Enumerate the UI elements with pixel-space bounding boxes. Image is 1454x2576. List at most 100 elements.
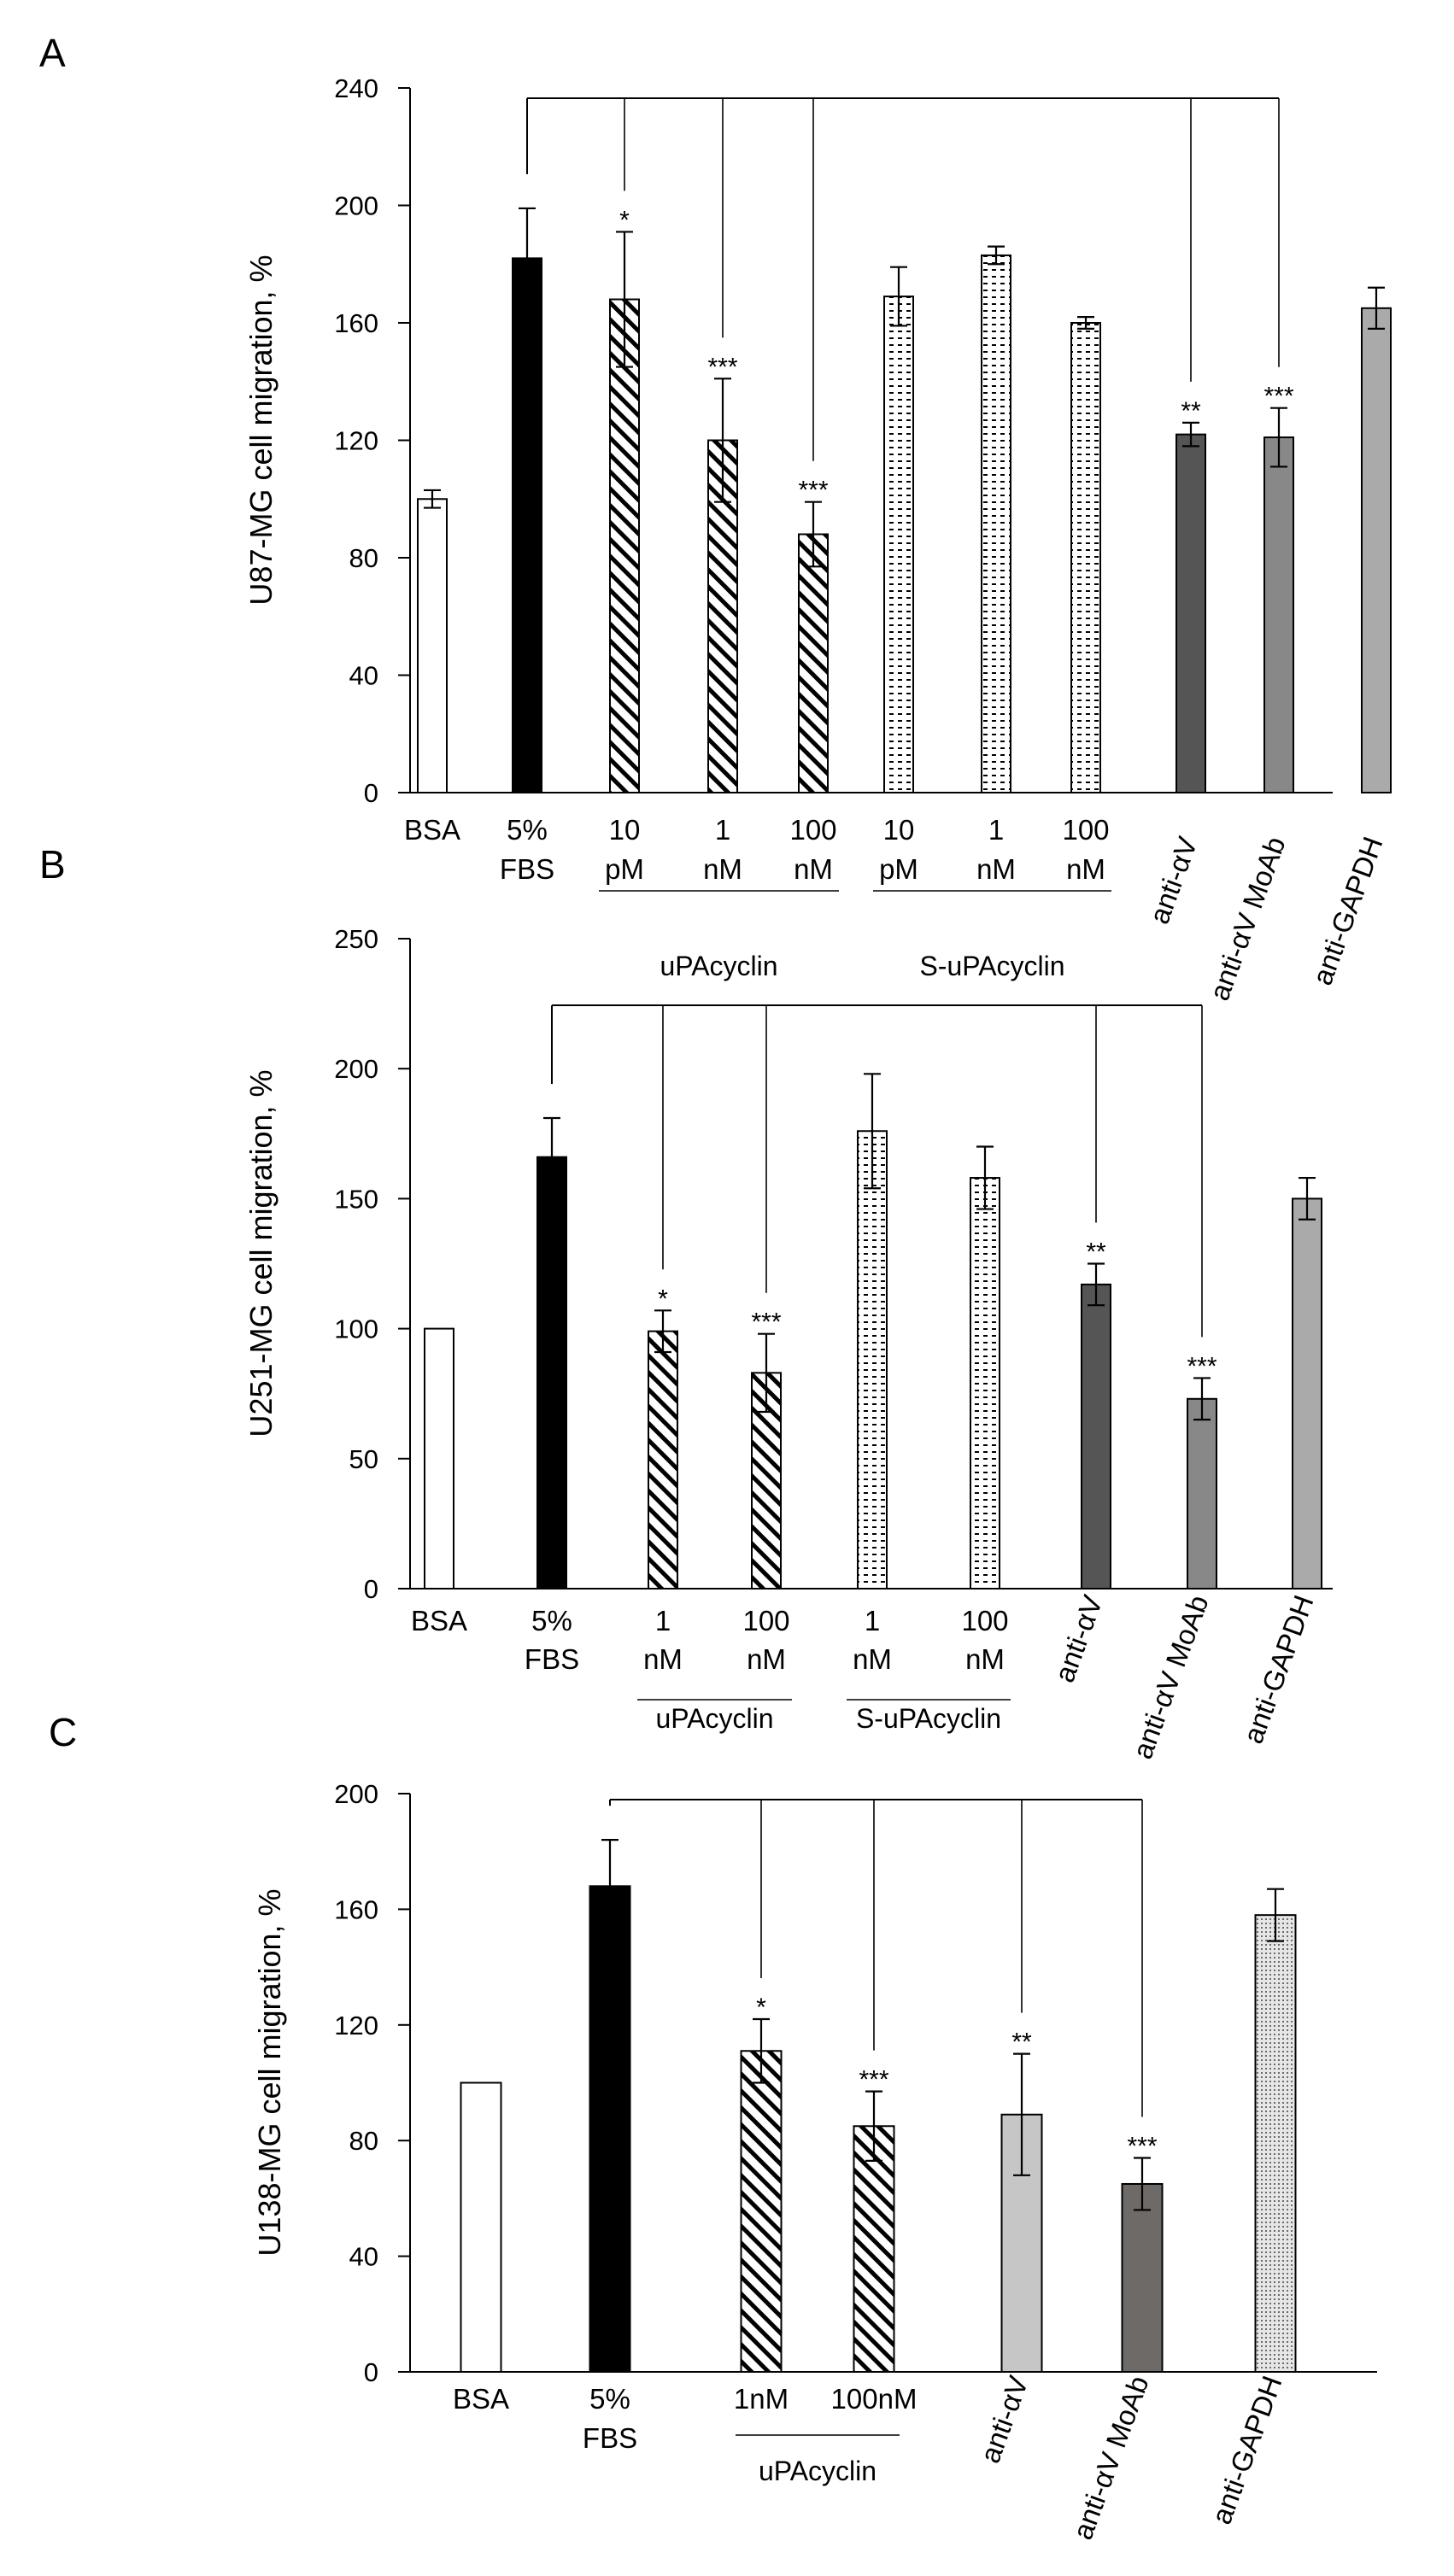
- group-label: uPAcyclin: [655, 1703, 773, 1734]
- y-tick-label: 120: [334, 2011, 378, 2040]
- y-axis-label: U138-MG cell migration, %: [252, 1888, 287, 2256]
- y-tick-label: 0: [364, 778, 378, 808]
- bar: [740, 2050, 783, 2373]
- category-label: nM: [747, 1643, 786, 1675]
- significance-mark: *: [756, 1993, 766, 2022]
- bar: [1263, 436, 1294, 793]
- y-tick-label: 160: [334, 308, 378, 338]
- bar: [424, 1327, 454, 1590]
- category-label: FBS: [583, 2422, 637, 2454]
- bar: [1254, 1914, 1297, 2373]
- y-tick-label: 100: [334, 1314, 378, 1344]
- category-label: 1: [865, 1605, 880, 1636]
- bar: [1121, 2182, 1164, 2374]
- category-label: pM: [605, 853, 644, 885]
- y-tick-label: 50: [349, 1444, 378, 1474]
- category-label: pM: [879, 853, 918, 885]
- category-label: 100: [961, 1605, 1008, 1636]
- significance-mark: *: [658, 1285, 668, 1313]
- panel-letter: A: [39, 31, 66, 75]
- bar: [589, 1885, 631, 2374]
- significance-mark: *: [619, 206, 630, 234]
- bar: [1081, 1283, 1111, 1590]
- significance-mark: ***: [1263, 383, 1293, 411]
- category-label: nM: [703, 853, 742, 885]
- significance-mark: **: [1086, 1238, 1106, 1267]
- category-label: 1: [988, 814, 1004, 846]
- category-label: 5%: [531, 1605, 572, 1636]
- category-label: anti-GAPDH: [1306, 833, 1389, 989]
- category-label: 5%: [589, 2383, 630, 2415]
- bar: [853, 2125, 895, 2373]
- y-axis-label: U87-MG cell migration, %: [243, 255, 278, 605]
- significance-mark: ***: [1127, 2133, 1157, 2161]
- bar: [1070, 322, 1101, 793]
- panel-A: A 0 40 80 120 160 200 240 U87-MG cell migration,…: [39, 31, 1392, 1004]
- group-label: uPAcyclin: [660, 951, 777, 981]
- y-tick-label: 80: [349, 543, 378, 573]
- category-label: anti-αV MoAb: [1066, 2372, 1154, 2544]
- category-label: 100: [742, 1605, 789, 1636]
- y-tick-label: 150: [334, 1184, 378, 1214]
- category-label: BSA: [411, 1605, 467, 1636]
- category-label: 100: [1062, 814, 1109, 846]
- y-tick-label: 250: [334, 924, 378, 954]
- y-tick-label: 200: [334, 1054, 378, 1084]
- significance-mark: **: [1011, 2029, 1032, 2057]
- bar: [751, 1372, 782, 1590]
- bar: [981, 254, 1011, 793]
- category-label: anti-αV MoAb: [1126, 1591, 1214, 1763]
- significance-mark: ***: [859, 2066, 888, 2094]
- y-tick-label: 200: [334, 1779, 378, 1809]
- bar: [1292, 1197, 1322, 1590]
- category-label: 1nM: [734, 2383, 789, 2415]
- y-tick-label: 40: [349, 661, 378, 691]
- y-axis-label: U251-MG cell migration, %: [243, 1069, 278, 1437]
- category-label: 1: [715, 814, 730, 846]
- category-label: nM: [794, 853, 833, 885]
- y-tick-label: 120: [334, 426, 378, 456]
- significance-mark: ***: [751, 1308, 781, 1337]
- group-label: uPAcyclin: [759, 2456, 877, 2486]
- category-label: anti-αV MoAb: [1203, 833, 1291, 1004]
- category-label: anti-αV: [974, 2372, 1035, 2468]
- category-label: anti-GAPDH: [1205, 2372, 1288, 2528]
- bar: [417, 498, 448, 793]
- category-label: nM: [976, 853, 1016, 885]
- significance-mark: ***: [798, 477, 828, 505]
- panels: A 0 40 80 120 160 200 240 U87-MG cell migration,…: [39, 31, 1392, 2544]
- bar: [798, 533, 829, 793]
- y-tick-label: 160: [334, 1894, 378, 1924]
- category-label: nM: [643, 1643, 683, 1675]
- bar: [1361, 307, 1392, 793]
- bar: [536, 1156, 567, 1590]
- y-tick-label: 200: [334, 191, 378, 221]
- panel-C: C 0 40 80 120 160 200 U138-MG cell migration, %…: [49, 1710, 1377, 2544]
- y-tick-label: 0: [364, 2357, 378, 2387]
- bar: [648, 1330, 678, 1590]
- category-label: FBS: [500, 853, 554, 885]
- category-label: 100nM: [831, 2383, 918, 2415]
- y-tick-label: 40: [349, 2242, 378, 2272]
- category-label: FBS: [525, 1643, 579, 1675]
- category-label: BSA: [404, 814, 460, 846]
- category-label: BSA: [453, 2383, 509, 2415]
- bar: [1187, 1397, 1217, 1590]
- bar: [512, 257, 542, 793]
- group-label: S-uPAcyclin: [856, 1703, 1001, 1734]
- panel-letter: B: [39, 842, 66, 887]
- y-tick-label: 80: [349, 2126, 378, 2156]
- significance-mark: ***: [707, 353, 737, 381]
- category-label: 10: [609, 814, 641, 846]
- bar: [883, 296, 914, 793]
- bar: [460, 2081, 502, 2373]
- panel-letter: C: [49, 1710, 77, 1754]
- bar: [857, 1130, 888, 1590]
- category-label: 5%: [507, 814, 548, 846]
- y-tick-label: 0: [364, 1574, 378, 1604]
- category-label: nM: [1066, 853, 1105, 885]
- bar: [1176, 433, 1206, 793]
- category-label: anti-αV: [1143, 833, 1204, 928]
- category-label: anti-αV: [1048, 1591, 1109, 1687]
